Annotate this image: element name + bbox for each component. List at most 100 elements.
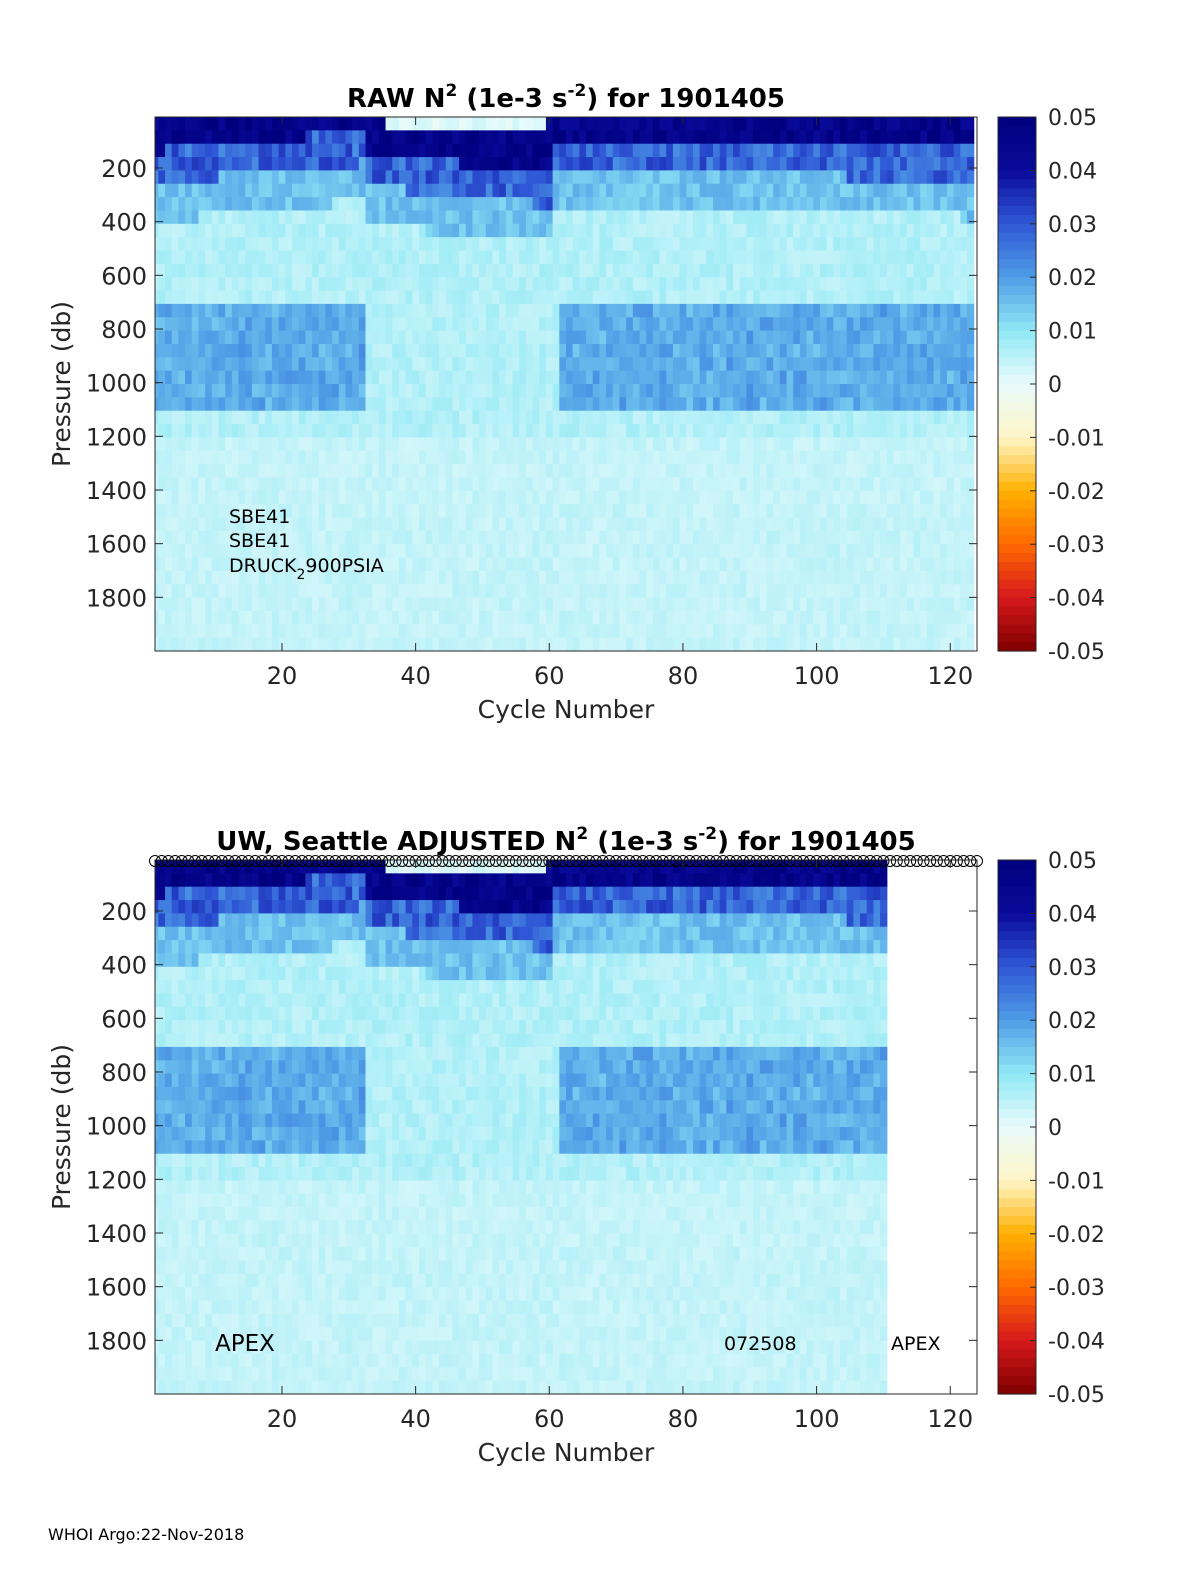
heatmap-cell [566, 557, 574, 572]
heatmap-cell [325, 183, 333, 198]
heatmap-cell [692, 610, 701, 625]
heatmap-cell [833, 237, 841, 252]
heatmap-cell [632, 397, 641, 412]
heatmap-cell [806, 570, 814, 585]
heatmap-cell [512, 490, 520, 505]
heatmap-cell [632, 517, 641, 532]
heatmap-cell [626, 624, 634, 639]
heatmap-cell [372, 263, 380, 278]
heatmap-cell [439, 464, 447, 479]
heatmap-cell [793, 330, 801, 345]
heatmap-cell [699, 424, 707, 438]
heatmap-cell [198, 330, 206, 345]
heatmap-cell [158, 290, 166, 305]
heatmap-cell [165, 437, 173, 452]
heatmap-cell [432, 117, 440, 131]
heatmap-cell [579, 624, 587, 639]
heatmap-cell [479, 277, 487, 292]
heatmap-cell [572, 530, 580, 545]
heatmap-cell [218, 170, 226, 185]
heatmap-cell [692, 290, 701, 305]
heatmap-cell [372, 183, 380, 198]
heatmap-cell [231, 450, 240, 465]
heatmap-cell [579, 277, 587, 292]
heatmap-cell [332, 584, 340, 599]
heatmap-cell [873, 437, 881, 452]
heatmap-cell [465, 464, 474, 479]
heatmap-cell [365, 290, 373, 305]
heatmap-cell [178, 303, 186, 318]
heatmap-cell [873, 197, 881, 212]
colorbar-swatch [998, 295, 1036, 305]
heatmap-cell [345, 357, 353, 372]
heatmap-cell [933, 490, 941, 505]
heatmap-cell [940, 117, 948, 131]
heatmap-cell [933, 544, 941, 559]
heatmap-cell [806, 290, 814, 305]
heatmap-cell [218, 237, 226, 252]
heatmap-cell [532, 610, 540, 625]
colorbar-swatch [998, 134, 1036, 145]
heatmap-cell [586, 263, 594, 278]
heatmap-cell [632, 584, 641, 599]
heatmap-cell [499, 197, 507, 212]
heatmap-cell [626, 130, 634, 145]
heatmap-cell [445, 610, 453, 625]
heatmap-cell [178, 250, 186, 265]
heatmap-cell [505, 477, 514, 492]
heatmap-cell [251, 624, 260, 639]
heatmap-cell [512, 343, 520, 358]
heatmap-cell [258, 597, 266, 612]
heatmap-cell [171, 610, 179, 625]
heatmap-cell [191, 170, 200, 185]
heatmap-cell [953, 544, 961, 559]
heatmap-cell [412, 624, 420, 639]
heatmap-cell [472, 157, 480, 171]
heatmap-cell [793, 357, 801, 372]
heatmap-cell [211, 490, 220, 505]
heatmap-cell [499, 223, 507, 238]
heatmap-cell [819, 437, 828, 452]
heatmap-cell [692, 143, 701, 158]
heatmap-cell [231, 410, 240, 425]
heatmap-cell [505, 584, 514, 599]
heatmap-cell [699, 410, 707, 425]
heatmap-cell [946, 357, 955, 372]
heatmap-cell [566, 637, 574, 651]
heatmap-cell [378, 370, 387, 385]
heatmap-cell [873, 570, 881, 585]
heatmap-cell [358, 570, 367, 585]
heatmap-cell [365, 343, 373, 358]
heatmap-cell [365, 197, 373, 212]
heatmap-cell [840, 117, 848, 131]
heatmap-cell [245, 464, 253, 479]
heatmap-cell [686, 357, 694, 372]
heatmap-cell [171, 424, 179, 438]
heatmap-cell [258, 504, 266, 519]
heatmap-cell [185, 277, 193, 292]
heatmap-cell [726, 597, 734, 612]
heatmap-cell [372, 130, 380, 145]
heatmap-cell [632, 117, 641, 131]
heatmap-cell [425, 183, 433, 198]
heatmap-cell [606, 570, 614, 585]
heatmap-cell [666, 477, 674, 492]
heatmap-cell [539, 303, 547, 318]
heatmap-cell [672, 450, 681, 465]
heatmap-cell [733, 637, 741, 651]
heatmap-cell [472, 570, 480, 585]
heatmap-cell [639, 237, 647, 252]
heatmap-cell [358, 517, 367, 532]
heatmap-cell [298, 610, 306, 625]
heatmap-cell [452, 157, 460, 171]
heatmap-cell [753, 210, 761, 225]
heatmap-cell [733, 410, 741, 425]
heatmap-cell [412, 397, 420, 412]
heatmap-cell [385, 544, 393, 559]
heatmap-cell [258, 490, 266, 505]
heatmap-cell [759, 263, 768, 278]
colorbar-swatch [998, 188, 1036, 198]
heatmap-cell [545, 570, 554, 585]
heatmap-cell [271, 210, 280, 225]
heatmap-cell [398, 624, 407, 639]
